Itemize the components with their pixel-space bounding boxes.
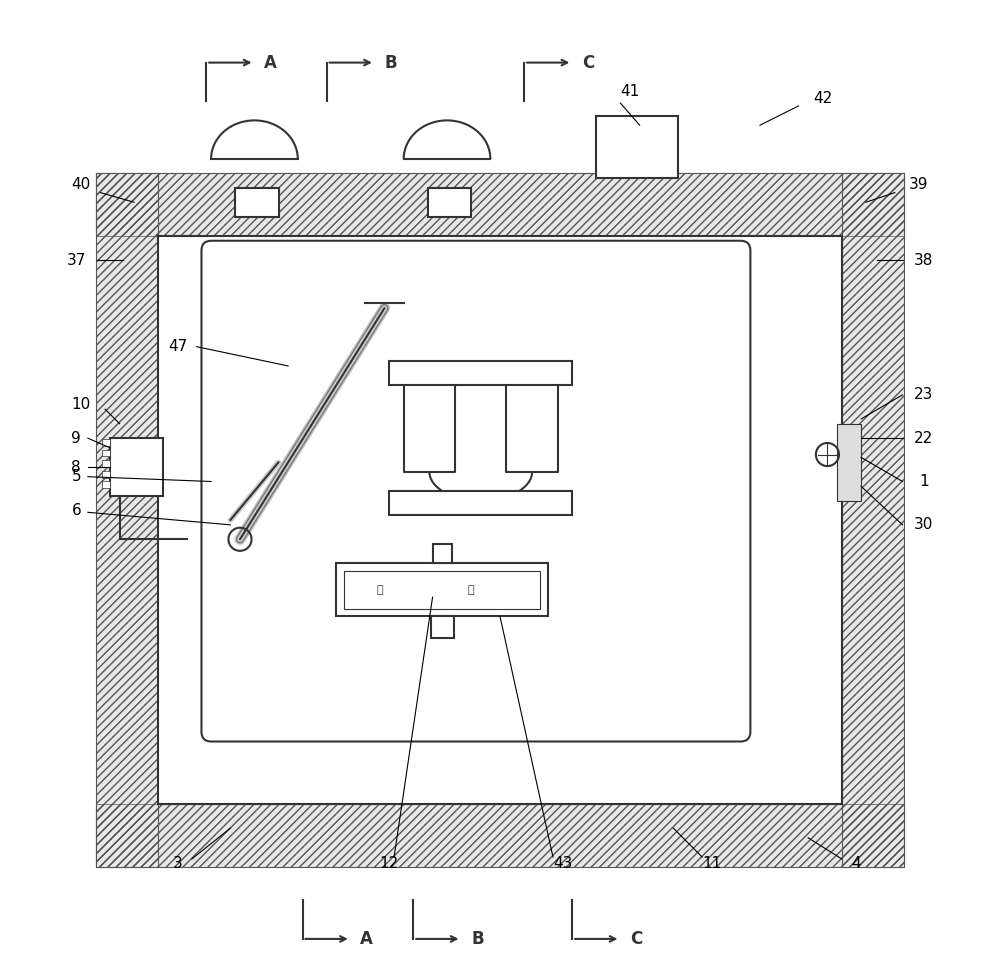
Text: B: B [471, 930, 484, 948]
Text: 示: 示 [468, 585, 474, 595]
Text: C: C [630, 930, 642, 948]
Bar [235, 188, 279, 217]
Text: 4: 4 [851, 856, 861, 872]
Bar [837, 424, 861, 501]
Text: 10: 10 [71, 397, 91, 412]
Text: 42: 42 [813, 91, 832, 106]
Polygon shape [842, 173, 904, 867]
Bar [102, 439, 110, 446]
Text: 41: 41 [620, 84, 640, 99]
Bar [336, 563, 548, 616]
Polygon shape [158, 236, 842, 804]
Text: 22: 22 [914, 430, 933, 446]
Polygon shape [96, 173, 904, 236]
Text: 47: 47 [168, 339, 187, 354]
Text: B: B [384, 54, 397, 71]
Text: 30: 30 [914, 517, 933, 533]
Bar [102, 482, 110, 488]
Bar [344, 571, 540, 609]
Text: 8: 8 [71, 459, 81, 475]
Bar [102, 460, 110, 467]
Text: 1: 1 [919, 474, 929, 489]
Text: 43: 43 [553, 856, 572, 872]
Text: 5: 5 [71, 469, 81, 484]
Polygon shape [96, 173, 158, 867]
FancyBboxPatch shape [201, 241, 750, 742]
Bar [102, 450, 110, 456]
Text: 11: 11 [702, 856, 721, 872]
Text: A: A [360, 930, 373, 948]
Text: 39: 39 [909, 177, 929, 193]
Text: 38: 38 [914, 252, 933, 268]
Text: 23: 23 [914, 387, 933, 403]
Text: 37: 37 [67, 252, 86, 268]
Bar [389, 491, 572, 515]
Text: 12: 12 [380, 856, 399, 872]
Text: 40: 40 [71, 177, 91, 193]
Text: 9: 9 [71, 430, 81, 446]
Bar [433, 544, 452, 563]
Bar [110, 438, 163, 496]
Text: 6: 6 [71, 503, 81, 518]
Text: 3: 3 [173, 856, 182, 872]
Bar [431, 616, 454, 638]
Bar [389, 361, 572, 385]
Bar [102, 471, 110, 478]
Text: A: A [264, 54, 277, 71]
Text: C: C [582, 54, 594, 71]
Polygon shape [96, 804, 904, 867]
Text: 警: 警 [376, 585, 383, 595]
Bar [428, 188, 471, 217]
Bar [596, 116, 678, 178]
